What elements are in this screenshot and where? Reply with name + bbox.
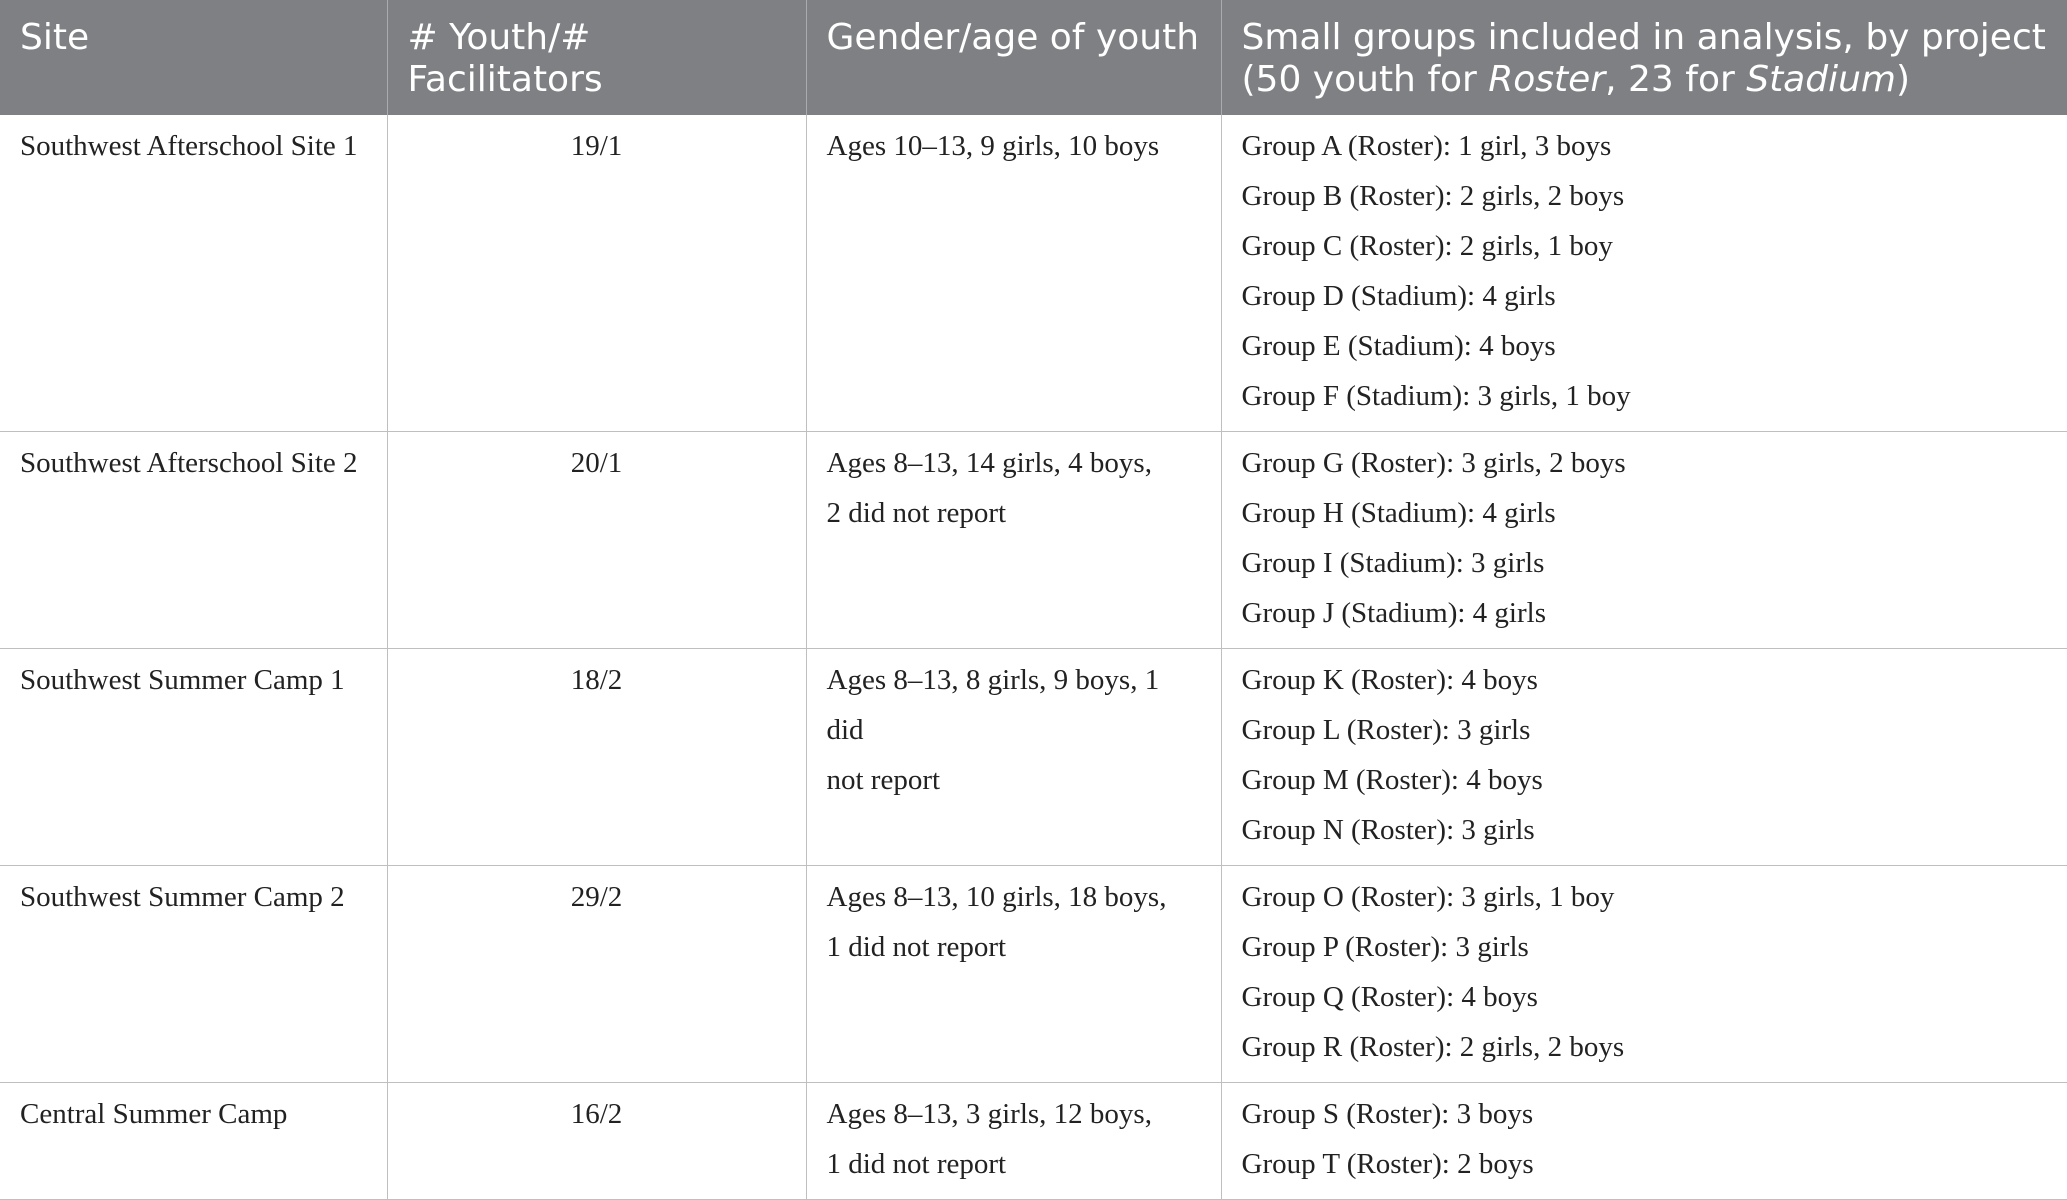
roster-label: Roster <box>1488 59 1606 100</box>
header-small-groups: Small groups included in analysis, by pr… <box>1220 0 2067 115</box>
header-youth-facilitators: # Youth/# Facilitators <box>386 0 806 115</box>
group-entry: Group N (Roster): 3 girls <box>1241 814 1535 846</box>
header-site: Site <box>0 0 387 115</box>
gender-age-line: Ages 8–13, 14 girls, 4 boys, <box>826 447 1152 479</box>
group-entry: Group K (Roster): 4 boys <box>1241 664 1538 696</box>
group-entry: Group O (Roster): 3 girls, 1 boy <box>1241 881 1615 913</box>
gender-age-line: 1 did not report <box>826 931 1007 963</box>
gender-age-line: 2 did not report <box>826 497 1007 529</box>
gender-age-line: Ages 8–13, 3 girls, 12 boys, <box>826 1098 1152 1130</box>
group-entry: Group L (Roster): 3 girls <box>1241 714 1531 746</box>
table-row: Southwest Afterschool Site 2 20/1 Ages 8–1… <box>0 431 2067 649</box>
gender-age-cell: Ages 8–13, 3 girls, 12 boys, 1 did not re… <box>805 1082 1221 1200</box>
gender-age-cell: Ages 8–13, 14 girls, 4 boys, 2 did not re… <box>805 431 1221 649</box>
gender-age-cell: Ages 10–13, 9 girls, 10 boys <box>805 115 1221 432</box>
site-cell: Southwest Afterschool Site 2 <box>0 431 387 649</box>
gender-age-line: not report <box>826 764 941 796</box>
group-entry: Group Q (Roster): 4 boys <box>1241 981 1538 1013</box>
header-gender-age: Gender/age of youth <box>805 0 1221 115</box>
small-groups-cell: Group O (Roster): 3 girls, 1 boy Group P … <box>1220 865 2067 1083</box>
table-row: Central Summer Camp 16/2 Ages 8–13, 3 girl… <box>0 1082 2067 1200</box>
small-groups-cell: Group K (Roster): 4 boys Group L (Roster)… <box>1220 648 2067 866</box>
group-entry: Group R (Roster): 2 girls, 2 boys <box>1241 1031 1625 1063</box>
group-entry: Group S (Roster): 3 boys <box>1241 1098 1534 1130</box>
group-entry: Group B (Roster): 2 girls, 2 boys <box>1241 180 1625 212</box>
group-entry: Group P (Roster): 3 girls <box>1241 931 1529 963</box>
small-groups-cell: Group A (Roster): 1 girl, 3 boys Group B … <box>1220 115 2067 432</box>
small-groups-cell: Group G (Roster): 3 girls, 2 boys Group H… <box>1220 431 2067 649</box>
header-row: Site # Youth/# Facilitators Gender/age o… <box>0 0 2067 115</box>
site-cell: Southwest Summer Camp 2 <box>0 865 387 1083</box>
gender-age-cell: Ages 8–13, 8 girls, 9 boys, 1 did not rep… <box>805 648 1221 866</box>
group-entry: Group F (Stadium): 3 girls, 1 boy <box>1241 380 1631 412</box>
site-cell: Southwest Summer Camp 1 <box>0 648 387 866</box>
group-entry: Group D (Stadium): 4 girls <box>1241 280 1556 312</box>
site-cell: Southwest Afterschool Site 1 <box>0 115 387 432</box>
gender-age-line: Ages 8–13, 8 girls, 9 boys, 1 did <box>826 664 1160 746</box>
group-entry: Group I (Stadium): 3 girls <box>1241 547 1545 579</box>
header-small-groups-line1: Small groups included in analysis, by pr… <box>1241 17 2046 58</box>
gender-age-line: Ages 8–13, 10 girls, 18 boys, <box>826 881 1167 913</box>
youth-facilitators-cell: 18/2 <box>386 648 806 866</box>
gender-age-line: 1 did not report <box>826 1148 1007 1180</box>
header-small-groups-line2: (50 youth for Roster, 23 for Stadium) <box>1241 59 1911 100</box>
group-entry: Group A (Roster): 1 girl, 3 boys <box>1241 130 1612 162</box>
table-body: Southwest Afterschool Site 1 19/1 Ages 10–… <box>0 115 2067 1200</box>
group-entry: Group J (Stadium): 4 girls <box>1241 597 1547 629</box>
group-entry: Group M (Roster): 4 boys <box>1241 764 1543 796</box>
youth-facilitators-cell: 20/1 <box>386 431 806 649</box>
table-row: Southwest Summer Camp 1 18/2 Ages 8–13, 8 … <box>0 648 2067 866</box>
gender-age-cell: Ages 8–13, 10 girls, 18 boys, 1 did not r… <box>805 865 1221 1083</box>
gender-age-line: Ages 10–13, 9 girls, 10 boys <box>826 130 1160 162</box>
table-row: Southwest Summer Camp 2 29/2 Ages 8–13, 10… <box>0 865 2067 1083</box>
stadium-label: Stadium <box>1746 59 1896 100</box>
site-cell: Central Summer Camp <box>0 1082 387 1200</box>
youth-facilitators-cell: 16/2 <box>386 1082 806 1200</box>
group-entry: Group G (Roster): 3 girls, 2 boys <box>1241 447 1626 479</box>
small-groups-cell: Group S (Roster): 3 boys Group T (Roster)… <box>1220 1082 2067 1200</box>
group-entry: Group T (Roster): 2 boys <box>1241 1148 1534 1180</box>
group-entry: Group C (Roster): 2 girls, 1 boy <box>1241 230 1613 262</box>
group-entry: Group H (Stadium): 4 girls <box>1241 497 1556 529</box>
youth-facilitators-cell: 29/2 <box>386 865 806 1083</box>
table-row: Southwest Afterschool Site 1 19/1 Ages 10–… <box>0 115 2067 432</box>
group-entry: Group E (Stadium): 4 boys <box>1241 330 1556 362</box>
youth-facilitators-cell: 19/1 <box>386 115 806 432</box>
